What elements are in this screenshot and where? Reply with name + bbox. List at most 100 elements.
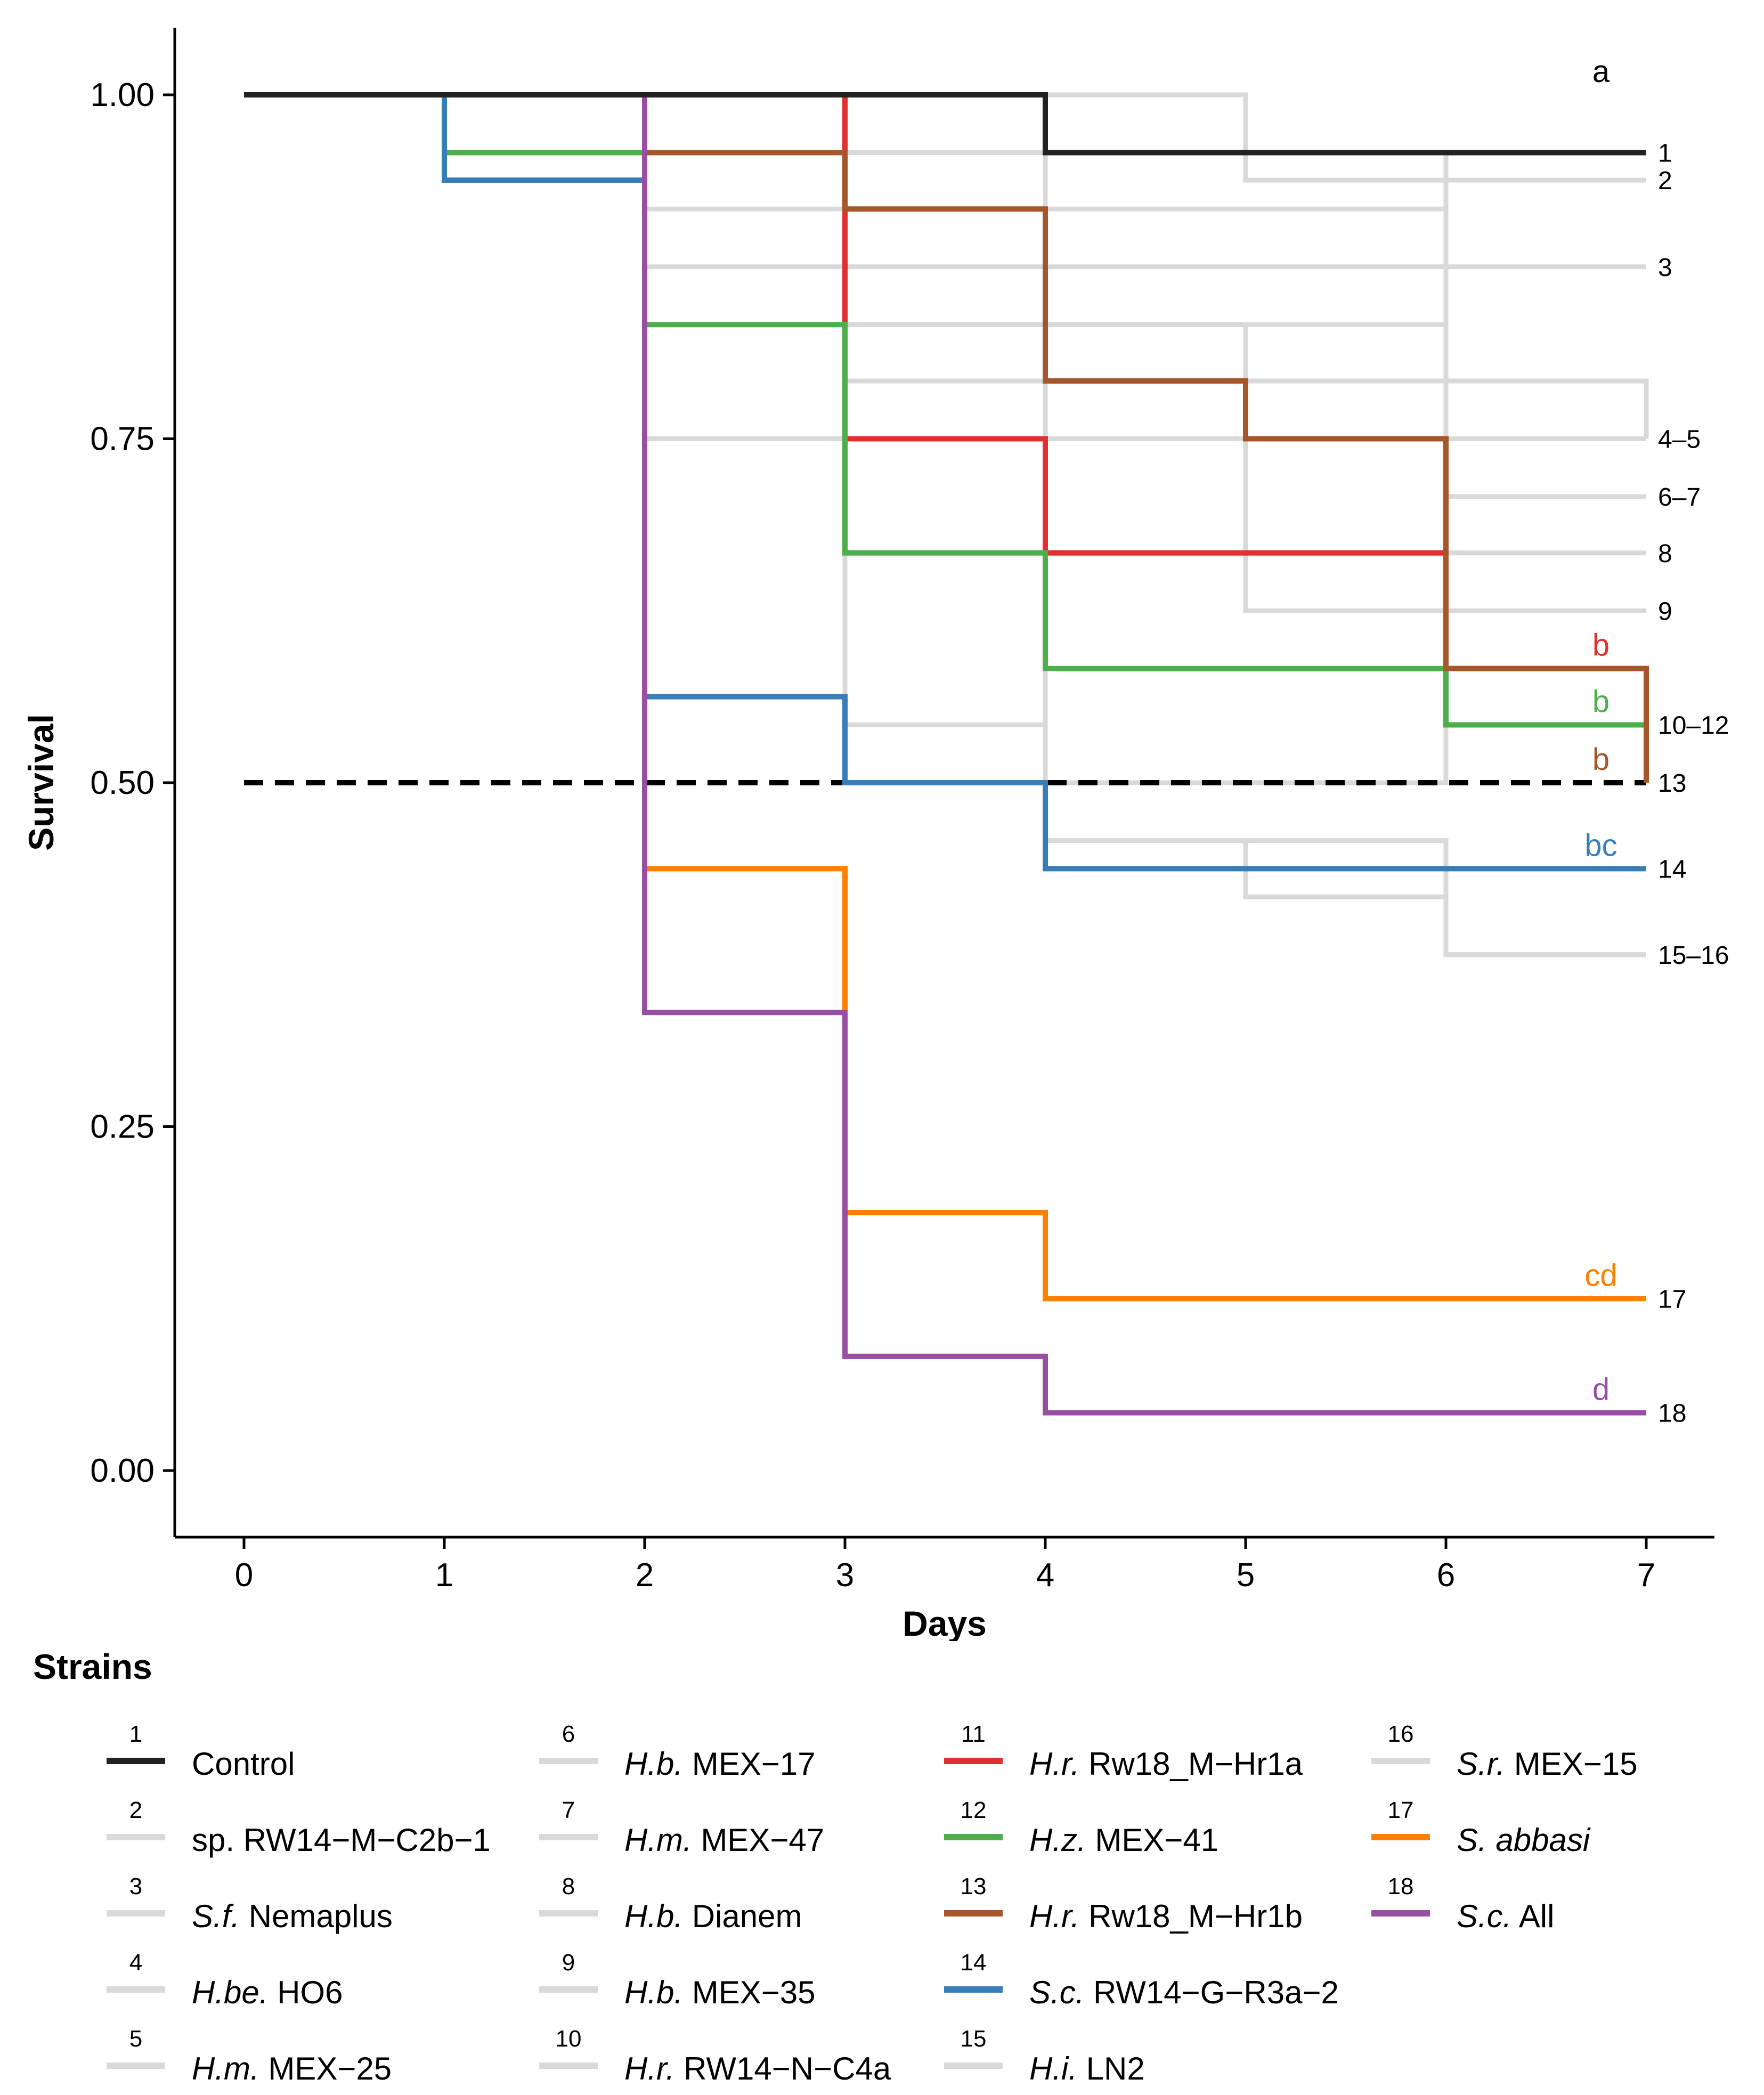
series-line-1 xyxy=(244,92,1646,156)
legend-label: H.r. Rw18_M−Hr1b xyxy=(1029,1898,1303,1934)
legend-swatch xyxy=(1371,1910,1430,1917)
legend-label: sp. RW14−M−C2b−1 xyxy=(192,1822,491,1858)
legend-label: H.r. Rw18_M−Hr1a xyxy=(1029,1746,1303,1782)
legend-number: 9 xyxy=(562,1950,575,1976)
legend-swatch xyxy=(107,1758,165,1764)
legend-swatch xyxy=(944,2062,1003,2069)
legend-item-16: 16 S.r. MEX−15 xyxy=(1371,1721,1764,1790)
curve-end-label: 2 xyxy=(1658,167,1672,195)
significance-letter: d xyxy=(1592,1373,1609,1407)
legend-title: Strains xyxy=(33,1647,152,1686)
legend-number: 14 xyxy=(960,1950,987,1976)
legend-swatch xyxy=(539,1758,598,1764)
legend: Strains 1 Control 2 sp. RW14−M−C2b−1 3 S.f. N… xyxy=(0,1641,1764,2094)
legend-item-1: 1 Control xyxy=(107,1721,533,1790)
legend-label: S. abbasi xyxy=(1457,1822,1590,1858)
x-tick-label: 7 xyxy=(1637,1557,1655,1594)
legend-item-14: 14 S.c. RW14−G−R3a−2 xyxy=(944,1950,1370,2019)
legend-swatch xyxy=(944,1758,1003,1764)
legend-label: H.b. MEX−35 xyxy=(624,1975,816,2010)
legend-number: 12 xyxy=(960,1797,987,1823)
significance-letter: a xyxy=(1592,54,1610,89)
x-tick-label: 0 xyxy=(235,1557,253,1594)
y-tick-label: 1.00 xyxy=(90,77,155,113)
series-line-9 xyxy=(244,92,1646,613)
legend-label: S.c. All xyxy=(1457,1898,1555,1934)
legend-number: 2 xyxy=(129,1797,143,1823)
legend-number: 18 xyxy=(1387,1873,1414,1899)
legend-item-6: 6 H.b. MEX−17 xyxy=(539,1721,965,1790)
series-line-15 xyxy=(244,92,1646,957)
significance-letter: bc xyxy=(1584,828,1617,863)
legend-item-3: 3 S.f. Nemaplus xyxy=(107,1873,533,1943)
x-tick-label: 3 xyxy=(836,1557,854,1594)
legend-label: H.m. MEX−25 xyxy=(192,2051,392,2086)
significance-letter: b xyxy=(1592,628,1609,663)
x-tick-label: 6 xyxy=(1437,1557,1455,1594)
legend-swatch xyxy=(944,1986,1003,1993)
legend-number: 13 xyxy=(960,1873,987,1899)
x-axis-title: Days xyxy=(903,1604,987,1641)
x-tick-label: 2 xyxy=(636,1557,654,1594)
legend-label: H.be. HO6 xyxy=(192,1975,343,2010)
highlight-series-layer xyxy=(244,92,1649,1416)
legend-label: H.m. MEX−47 xyxy=(624,1822,825,1858)
legend-item-2: 2 sp. RW14−M−C2b−1 xyxy=(107,1797,533,1866)
y-tick-label: 0.50 xyxy=(90,765,155,801)
legend-label: H.i. LN2 xyxy=(1029,2051,1145,2086)
curve-end-label: 17 xyxy=(1658,1285,1686,1313)
legend-label: H.r. RW14−N−C4a xyxy=(624,2051,891,2086)
curve-end-label: 10–12 xyxy=(1658,712,1729,740)
legend-label: H.b. MEX−17 xyxy=(624,1746,816,1782)
legend-item-7: 7 H.m. MEX−47 xyxy=(539,1797,965,1866)
legend-number: 8 xyxy=(562,1873,575,1899)
series-line-12 xyxy=(244,92,1646,728)
legend-item-8: 8 H.b. Dianem xyxy=(539,1873,965,1943)
x-tick-label: 5 xyxy=(1237,1557,1255,1594)
legend-label: S.f. Nemaplus xyxy=(192,1898,393,1934)
legend-item-9: 9 H.b. MEX−35 xyxy=(539,1950,965,2019)
curve-end-label: 8 xyxy=(1658,540,1672,568)
legend-item-18: 18 S.c. All xyxy=(1371,1873,1764,1943)
curve-end-label: 6–7 xyxy=(1658,483,1701,511)
y-tick-label: 0.75 xyxy=(90,421,155,458)
survival-chart: 0 1 2 3 4 5 6 70.000.250.500.751.00DaysSurvival… xyxy=(21,28,1729,1641)
y-tick-label: 0.00 xyxy=(90,1452,155,1489)
legend-swatch xyxy=(944,1834,1003,1840)
legend-swatch xyxy=(107,1834,165,1840)
legend-item-11: 11 H.r. Rw18_M−Hr1a xyxy=(944,1721,1370,1790)
legend-swatch xyxy=(107,2062,165,2069)
legend-swatch xyxy=(1371,1758,1430,1764)
legend-number: 17 xyxy=(1387,1797,1414,1823)
background-series-layer xyxy=(244,92,1649,957)
legend-swatch xyxy=(539,1910,598,1917)
series-line-2 xyxy=(244,92,1646,183)
y-axis-title: Survival xyxy=(21,714,61,851)
x-tick-label: 1 xyxy=(435,1557,453,1594)
legend-label: H.b. Dianem xyxy=(624,1898,802,1934)
significance-letter: cd xyxy=(1584,1258,1617,1293)
legend-number: 7 xyxy=(562,1797,575,1823)
legend-item-17: 17 S. abbasi xyxy=(1371,1797,1764,1866)
legend-number: 16 xyxy=(1387,1721,1414,1747)
y-tick-label: 0.25 xyxy=(90,1109,155,1146)
legend-item-15: 15 H.i. LN2 xyxy=(944,2026,1370,2095)
legend-swatch xyxy=(539,2062,598,2069)
series-line-16 xyxy=(244,92,1646,957)
legend-number: 6 xyxy=(562,1721,575,1747)
legend-number: 15 xyxy=(960,2026,987,2052)
legend-label: S.r. MEX−15 xyxy=(1457,1746,1638,1782)
curve-end-label: 13 xyxy=(1658,769,1686,798)
legend-number: 1 xyxy=(129,1721,143,1747)
legend-item-13: 13 H.r. Rw18_M−Hr1b xyxy=(944,1873,1370,1943)
legend-swatch xyxy=(944,1910,1003,1917)
legend-item-4: 4 H.be. HO6 xyxy=(107,1950,533,2019)
series-line-14 xyxy=(244,92,1646,872)
legend-number: 5 xyxy=(129,2026,143,2052)
legend-number: 10 xyxy=(555,2026,582,2052)
legend-label: S.c. RW14−G−R3a−2 xyxy=(1029,1975,1339,2010)
series-line-17 xyxy=(244,92,1646,1302)
significance-letter: b xyxy=(1592,742,1609,777)
